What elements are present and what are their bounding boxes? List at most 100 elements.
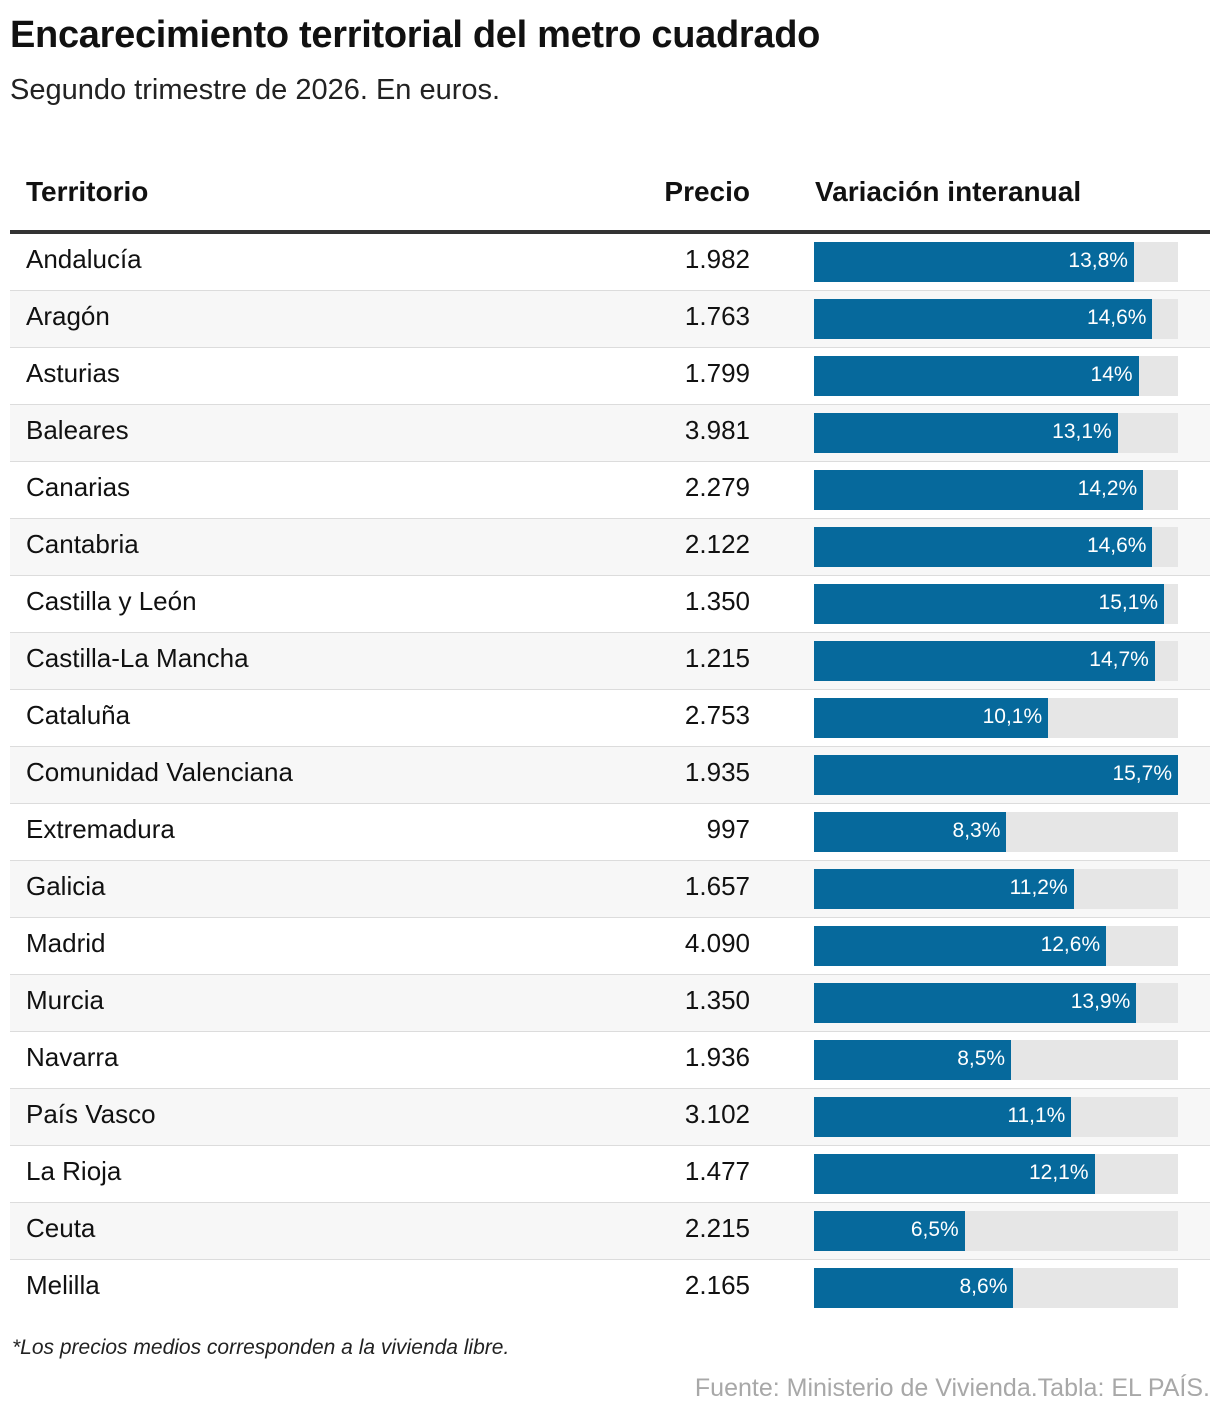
table-row: Comunidad Valenciana 1.935 15,7% [10,747,1210,804]
price-cell: 2.165 [684,1270,750,1300]
territory-cell: Galicia [26,871,106,901]
table-row: Murcia 1.350 13,9% [10,975,1210,1032]
variation-bar-track: 14,6% [814,527,1178,567]
variation-bar: 14,2% [814,470,1144,510]
variation-bar: 11,1% [814,1097,1072,1137]
variation-bar: 14,6% [814,299,1153,339]
column-header-price: Precio [664,176,750,207]
table-row: Andalucía 1.982 13,8% [10,234,1210,291]
variation-bar-track: 15,1% [814,584,1178,624]
territory-cell: Murcia [26,985,105,1015]
territory-cell: Comunidad Valenciana [26,757,293,787]
price-cell: 1.763 [684,301,750,331]
price-cell: 1.215 [684,643,750,673]
variation-bar-track: 10,1% [814,698,1178,738]
price-cell: 1.935 [684,757,750,787]
variation-bar: 8,6% [814,1268,1014,1308]
variation-label: 12,1% [1028,1161,1089,1184]
column-header-variation: Variación interanual [815,176,1082,207]
price-cell: 1.657 [684,871,750,901]
table-row: Navarra 1.936 8,5% [10,1032,1210,1089]
price-cell: 2.215 [684,1213,750,1243]
variation-bar-track: 8,5% [814,1040,1178,1080]
variation-label: 6,5% [910,1218,959,1241]
variation-label: 13,9% [1070,990,1131,1013]
variation-bar-track: 8,3% [814,812,1178,852]
table-body: Andalucía 1.982 13,8% Aragón 1.763 14,6% Astur… [10,234,1210,1316]
territory-cell: Cantabria [26,529,139,559]
footnote: *Los precios medios corresponden a la vi… [12,1336,510,1359]
variation-bar-track: 8,6% [814,1268,1178,1308]
territory-cell: Ceuta [26,1213,96,1243]
variation-bar: 12,1% [814,1154,1095,1194]
territory-cell: Andalucía [26,244,142,274]
variation-bar: 8,3% [814,812,1007,852]
variation-bar-track: 14,7% [814,641,1178,681]
table-row: Melilla 2.165 8,6% [10,1260,1210,1316]
variation-label: 12,6% [1040,933,1101,956]
variation-bar-track: 12,6% [814,926,1178,966]
variation-label: 14,7% [1089,648,1149,671]
variation-label: 11,1% [1007,1104,1066,1127]
variation-label: 14,2% [1077,477,1138,500]
variation-bar-track: 14,2% [814,470,1178,510]
variation-bar: 13,8% [814,242,1134,282]
table-row: Cataluña 2.753 10,1% [10,690,1210,747]
table-row: Asturias 1.799 14% [10,348,1210,405]
variation-bar: 15,7% [814,755,1178,795]
price-cell: 1.477 [684,1156,750,1186]
table-row: Ceuta 2.215 6,5% [10,1203,1210,1260]
variation-bar-track: 14,6% [814,299,1178,339]
table-header: Territorio Precio Variación interanual [10,160,1210,234]
table-row: Aragón 1.763 14,6% [10,291,1210,348]
variation-bar-track: 15,7% [814,755,1178,795]
variation-label: 8,5% [957,1047,1006,1070]
variation-bar: 12,6% [814,926,1107,966]
price-cell: 4.090 [684,928,750,958]
variation-bar-track: 14% [814,356,1178,396]
variation-label: 15,7% [1112,762,1172,785]
table-row: Castilla y León 1.350 15,1% [10,576,1210,633]
price-cell: 3.981 [684,415,750,445]
table-row: La Rioja 1.477 12,1% [10,1146,1210,1203]
table-row: Baleares 3.981 13,1% [10,405,1210,462]
territory-cell: Melilla [26,1270,100,1300]
territory-cell: Asturias [26,358,120,388]
territory-cell: Canarias [26,472,131,502]
variation-label: 13,8% [1068,249,1128,272]
table-row: Castilla-La Mancha 1.215 14,7% [10,633,1210,690]
price-cell: 1.936 [684,1042,750,1072]
price-cell: 1.350 [684,586,750,616]
territory-cell: Castilla y León [26,586,197,616]
variation-bar: 13,9% [814,983,1137,1023]
territory-cell: Navarra [26,1042,119,1072]
variation-label: 8,6% [959,1275,1008,1298]
price-cell: 2.122 [684,529,750,559]
variation-label: 8,3% [952,819,1001,842]
variation-bar: 15,1% [814,584,1165,624]
variation-label: 14,6% [1086,534,1147,557]
price-cell: 997 [706,814,750,844]
variation-bar: 11,2% [814,869,1074,909]
variation-bar-track: 13,8% [814,242,1178,282]
price-cell: 1.982 [684,244,750,274]
territory-cell: Extremadura [26,814,175,844]
table-row: Madrid 4.090 12,6% [10,918,1210,975]
variation-bar-track: 11,1% [814,1097,1178,1137]
price-cell: 2.753 [684,700,750,730]
variation-bar-track: 12,1% [814,1154,1178,1194]
variation-bar: 14,6% [814,527,1153,567]
variation-bar-track: 11,2% [814,869,1178,909]
variation-label: 14,6% [1086,306,1147,329]
page-title: Encarecimiento territorial del metro cua… [10,14,821,56]
variation-bar: 14,7% [814,641,1155,681]
variation-label: 10,1% [982,705,1043,728]
territory-cell: Cataluña [26,700,131,730]
source-credit: Fuente: Ministerio de Vivienda.Tabla: EL… [694,1374,1210,1402]
data-table: Territorio Precio Variación interanual A… [10,160,1210,1316]
territory-cell: Aragón [26,301,110,331]
variation-bar-track: 6,5% [814,1211,1178,1251]
variation-bar: 6,5% [814,1211,965,1251]
variation-bar-track: 13,1% [814,413,1178,453]
variation-bar: 10,1% [814,698,1049,738]
